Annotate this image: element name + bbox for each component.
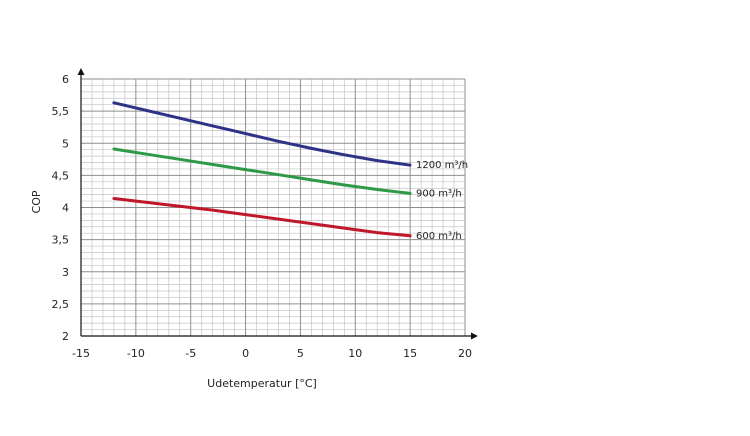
y-axis-arrow <box>77 68 85 75</box>
series-line <box>112 101 412 167</box>
y-tick-label: 2,5 <box>52 298 70 311</box>
x-tick-labels: -15 -10 -5 0 5 10 15 20 <box>72 347 472 360</box>
y-axis-title: COP <box>30 190 43 213</box>
y-tick-label: 2 <box>62 330 69 343</box>
x-tick-label: 15 <box>403 347 417 360</box>
y-tick-label: 5,5 <box>52 105 70 118</box>
x-tick-label: 10 <box>348 347 362 360</box>
x-tick-label: -15 <box>72 347 90 360</box>
y-tick-label: 5 <box>62 137 69 150</box>
x-tick-label: 0 <box>242 347 249 360</box>
y-tick-label: 3,5 <box>52 234 70 247</box>
x-tick-label: 5 <box>297 347 304 360</box>
x-axis-title: Udetemperatur [°C] <box>207 377 317 390</box>
x-tick-label: -10 <box>127 347 145 360</box>
y-tick-label: 4 <box>62 202 69 215</box>
series-labels: 1200 m³/h 900 m³/h 600 m³/h <box>416 160 468 242</box>
series-line <box>112 147 412 195</box>
y-tick-labels: 2 2,5 3 3,5 4 4,5 5 5,5 6 <box>52 73 70 343</box>
y-tick-label: 3 <box>62 266 69 279</box>
y-tick-label: 4,5 <box>52 169 70 182</box>
series-line <box>112 197 412 238</box>
series-label: 600 m³/h <box>416 231 462 242</box>
series-label: 1200 m³/h <box>416 160 468 171</box>
x-axis-arrow <box>471 332 478 340</box>
y-tick-label: 6 <box>62 73 69 86</box>
x-tick-label: -5 <box>185 347 196 360</box>
series-label: 900 m³/h <box>416 188 462 199</box>
series-lines <box>112 101 412 238</box>
axes <box>77 68 478 340</box>
x-tick-label: 20 <box>458 347 472 360</box>
